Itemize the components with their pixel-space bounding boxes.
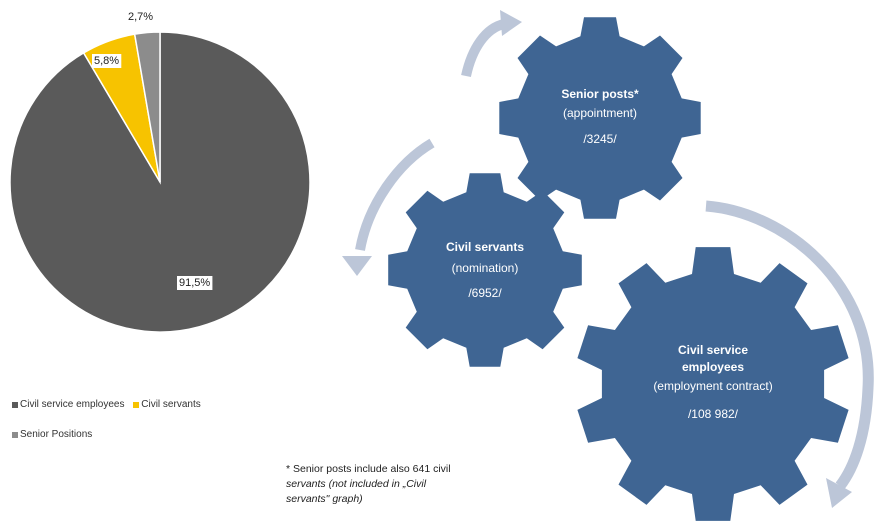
arrow-left: [355, 138, 435, 251]
legend-item-civil-service-employees: Civil service employees: [12, 399, 124, 410]
pie-legend: Civil service employees Civil servants: [12, 399, 207, 410]
gear-civil-service-employees-shape: [577, 247, 849, 521]
arrow-top: [461, 19, 506, 78]
pie-chart: [9, 31, 311, 333]
gear-civil-servants-title: Civil servants: [446, 240, 524, 254]
gear-cse-count: /108 982/: [688, 407, 739, 421]
legend-label: Civil servants: [141, 399, 201, 410]
arrow-right-head: [826, 478, 852, 508]
legend-item-senior-positions: Senior Positions: [12, 429, 92, 440]
pie-label-background: [177, 276, 213, 290]
footnote: * Senior posts include also 641 civil se…: [286, 462, 526, 507]
legend-label: Senior Positions: [20, 429, 93, 440]
gear-senior-posts-title: Senior posts*: [561, 87, 639, 101]
arrow-top-head: [500, 10, 522, 36]
pie-label-background: [126, 10, 156, 24]
pie-slice-senior-positions: [133, 31, 161, 183]
legend-swatch: [12, 431, 18, 438]
footnote-line-2: servants (not included in „Civil: [286, 478, 427, 490]
pie-label-civil-service-employees: 91,5%: [179, 277, 210, 289]
pie-legend-row-2: Senior Positions: [12, 429, 98, 440]
gear-senior-posts-subtitle: (appointment): [563, 106, 637, 120]
gear-senior-posts: Senior posts* (appointment) /3245/: [499, 17, 701, 219]
gear-senior-posts-count: /3245/: [583, 132, 617, 146]
gear-civil-servants-count: /6952/: [468, 286, 502, 300]
legend-item-civil-servants: Civil servants: [133, 399, 201, 410]
arrow-left-head: [342, 256, 372, 276]
gear-civil-servants-subtitle: (nomination): [452, 261, 519, 275]
legend-swatch: [133, 401, 140, 408]
gear-cse-title-line2: employees: [682, 360, 744, 374]
gear-cse-title-line1: Civil service: [678, 343, 748, 357]
cycle-arrows: [342, 10, 874, 508]
gear-civil-servants: Civil servants (nomination) /6952/: [388, 173, 582, 367]
arrow-right: [705, 200, 874, 490]
footnote-line-3: servants" graph): [286, 493, 363, 505]
gear-senior-posts-shape: [499, 17, 701, 219]
legend-swatch: [12, 401, 18, 408]
gear-cse-subtitle: (employment contract): [653, 379, 772, 393]
pie-label-civil-servants: 5,8%: [94, 55, 119, 67]
pie-value-labels: 91,5% 5,8% 2,7%: [92, 10, 213, 290]
gear-civil-servants-shape: [388, 173, 582, 367]
legend-label: Civil service employees: [20, 399, 125, 410]
pie-label-background: [92, 54, 122, 68]
pie-label-senior-positions: 2,7%: [128, 11, 153, 23]
gear-civil-service-employees: Civil service employees (employment cont…: [577, 247, 849, 521]
footnote-line-1: * Senior posts include also 641 civil: [286, 463, 451, 475]
